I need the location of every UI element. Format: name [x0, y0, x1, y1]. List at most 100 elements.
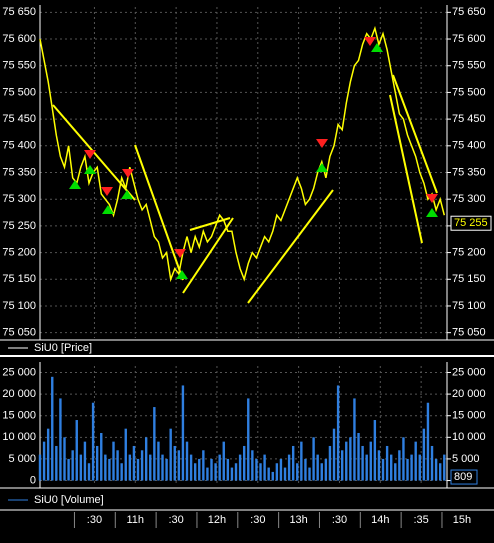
y-tick-label: 75 250 [2, 220, 36, 232]
legend-label: SiU0 [Price] [34, 342, 92, 354]
y-tick-label: 75 400 [2, 140, 36, 152]
x-tick-label: :30 [168, 514, 183, 526]
y-tick-label: 75 200 [452, 246, 486, 258]
y-tick-label: 75 050 [2, 327, 36, 339]
x-tick-label: :30 [332, 514, 347, 526]
volume-bar [83, 441, 87, 481]
y-tick-label: 75 650 [2, 6, 36, 18]
volume-bar [153, 407, 156, 481]
sell-arrows [84, 37, 438, 258]
volume-bar [430, 445, 434, 481]
volume-bar [308, 467, 311, 481]
volume-bar [144, 437, 148, 481]
volume-bar [210, 458, 213, 481]
volume-bar [279, 458, 283, 481]
volume-bar [353, 398, 356, 481]
volume-bar [230, 467, 234, 481]
volume-bar [312, 437, 315, 481]
volume-bar [120, 463, 123, 481]
volume-bar [169, 428, 172, 481]
volume-bar [242, 445, 246, 481]
volume-bar [214, 463, 217, 481]
volume-bar [79, 454, 83, 481]
volume-bar [124, 428, 127, 481]
volume-bar [128, 454, 132, 481]
volume-bar [63, 437, 66, 481]
y-tick-label: 75 450 [452, 113, 486, 125]
y-tick-label: 75 550 [2, 60, 36, 72]
y-tick-label: 25 000 [2, 366, 36, 378]
y-tick-label: 75 400 [452, 140, 486, 152]
volume-bar [328, 445, 332, 481]
volume-bar [161, 454, 164, 481]
volume-bar [59, 398, 62, 481]
y-tick-label: 10 000 [452, 431, 486, 443]
y-tick-label: 20 000 [2, 388, 36, 400]
y-tick-label: 15 000 [452, 410, 486, 422]
grid [40, 7, 447, 484]
y-tick-label: 75 150 [2, 273, 36, 285]
plot [38, 25, 446, 481]
volume-bar [394, 463, 397, 481]
last-value-box [450, 469, 478, 485]
volume-bar [108, 458, 111, 481]
volume-bar [198, 458, 201, 481]
volume-bar [377, 450, 381, 481]
y-tick-label: 75 500 [452, 86, 486, 98]
x-tick-label: 15h [453, 514, 471, 526]
y-tick-label: 0 [30, 474, 36, 486]
y-tick-label: 75 600 [2, 33, 36, 45]
y-tick-label: 75 200 [2, 246, 36, 258]
volume-bar [112, 441, 115, 481]
volume-bar [71, 450, 74, 481]
volume-bar [42, 441, 46, 481]
volume-bar [55, 445, 58, 481]
volume-bar [251, 450, 254, 481]
volume-bar [173, 445, 176, 481]
volume-bar [336, 385, 340, 481]
volume-bar [38, 454, 42, 481]
volume-bar [304, 458, 307, 481]
volume-bar [181, 385, 185, 481]
volume-bar [247, 398, 250, 481]
volume-bar [75, 420, 78, 481]
volume-bar [100, 432, 103, 481]
volume-bar [87, 463, 91, 481]
volume-bar [414, 441, 417, 481]
y-tick-label: 75 500 [2, 86, 36, 98]
volume-bar [149, 454, 152, 481]
volume-bar [140, 450, 144, 481]
y-tick-label: 5 000 [452, 453, 480, 465]
volume-bar [406, 458, 409, 481]
x-tick-label: :30 [87, 514, 102, 526]
volume-bar [157, 441, 160, 481]
last-value-label: 75 255 [454, 217, 488, 229]
volume-bar [340, 450, 344, 481]
volume-bar [443, 454, 446, 481]
volume-bar [296, 463, 299, 481]
volume-bar [46, 428, 50, 481]
y-tick-label: 75 050 [452, 327, 486, 339]
last-value-box [450, 215, 492, 231]
x-tick-label: 13h [289, 514, 307, 526]
volume-bar [51, 376, 54, 481]
volume-bar [398, 450, 401, 481]
volume-bar [255, 458, 258, 481]
volume-bar [361, 445, 364, 481]
volume-bar [165, 458, 168, 481]
volume-bar [136, 458, 140, 481]
volume-bar [422, 428, 426, 481]
volume-bar [324, 458, 328, 481]
volume-bar [263, 454, 266, 481]
volume-bar [365, 454, 368, 481]
y-tick-label: 75 150 [452, 273, 486, 285]
volume-bar [189, 454, 193, 481]
volume-bar [226, 458, 230, 481]
volume-bar [185, 441, 189, 481]
volume-bar [283, 467, 287, 481]
y-tick-label: 10 000 [2, 431, 36, 443]
volume-bar [206, 467, 209, 481]
y-tick-label: 75 450 [2, 113, 36, 125]
volume-bar [373, 420, 377, 481]
y-tick-label: 75 100 [452, 300, 486, 312]
